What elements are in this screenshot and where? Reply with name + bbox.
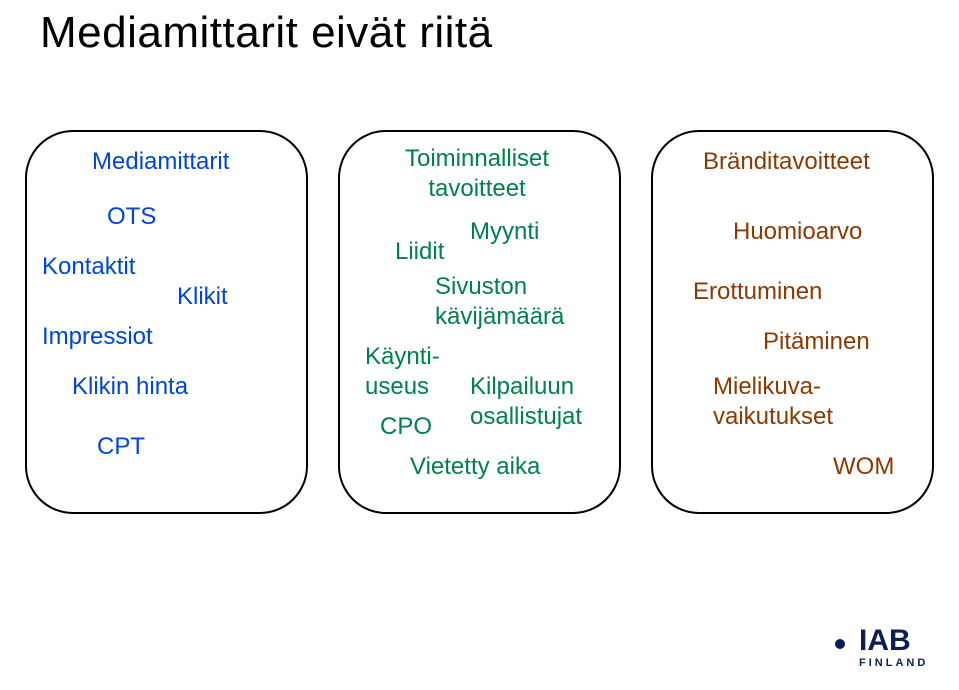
label-kilpailuun: Kilpailuun osallistujat — [470, 372, 582, 432]
label-cpo: CPO — [380, 412, 432, 442]
label-klikit: Klikit — [177, 282, 228, 312]
label-klikin-hinta: Klikin hinta — [72, 372, 188, 402]
label-mielikuvavaikutukset: Mielikuva-vaikutukset — [713, 372, 833, 432]
page-title: Mediamittarit eivät riitä — [40, 8, 493, 58]
label-huomioarvo: Huomioarvo — [733, 217, 862, 247]
label-vietetty-aika: Vietetty aika — [410, 452, 540, 482]
label-kayntiuseus: Käynti- useus — [365, 342, 440, 402]
box1-header: Mediamittarit — [92, 147, 229, 177]
label-liidit: Liidit — [395, 237, 444, 267]
label-pitaminen: Pitäminen — [763, 327, 870, 357]
boxes-row: Mediamittarit OTS Kontaktit Klikit Impre… — [25, 130, 934, 514]
logo-text-finland: FINLAND — [859, 657, 928, 669]
box-toiminnalliset: Toiminnallisettavoitteet Myynti Liidit S… — [338, 130, 621, 514]
label-sivuston: Sivustonkävijämäärä — [435, 272, 564, 332]
iab-finland-logo: IAB FINLAND — [795, 616, 935, 676]
label-myynti: Myynti — [470, 217, 539, 247]
box2-header: Toiminnallisettavoitteet — [405, 144, 549, 204]
box-mediamittarit: Mediamittarit OTS Kontaktit Klikit Impre… — [25, 130, 308, 514]
label-impressiot: Impressiot — [42, 322, 153, 352]
label-cpt: CPT — [97, 432, 145, 462]
box-branditavoitteet: Bränditavoitteet Huomioarvo Erottuminen … — [651, 130, 934, 514]
box3-header: Bränditavoitteet — [703, 147, 870, 177]
label-erottuminen: Erottuminen — [693, 277, 822, 307]
label-kontaktit: Kontaktit — [42, 252, 135, 282]
logo-text-iab: IAB — [859, 624, 911, 657]
label-ots: OTS — [107, 202, 156, 232]
label-wom: WOM — [833, 452, 894, 482]
